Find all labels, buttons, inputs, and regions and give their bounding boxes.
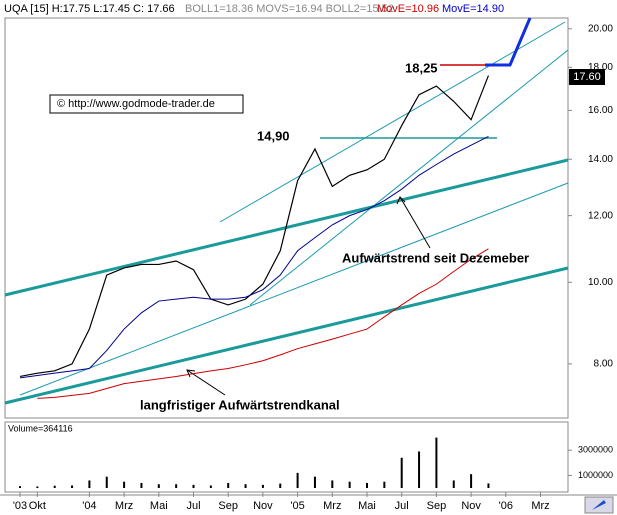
trend-lines — [4, 17, 569, 405]
volume-bar — [244, 484, 247, 488]
volume-bar — [313, 476, 316, 488]
header-boll: BOLL1=18.36 MOVS=16.94 BOLL2=15.52 — [185, 3, 394, 15]
y-tick-label: 3000000 — [578, 445, 613, 455]
header-move-blue: MovE=14.90 — [442, 3, 504, 15]
arrow — [399, 196, 431, 249]
last-price-box — [569, 69, 605, 85]
projection — [485, 17, 532, 67]
channel-lower — [4, 266, 569, 405]
volume-bar — [140, 482, 143, 488]
x-tick-label: Mrz — [323, 500, 341, 512]
volume-bar — [331, 480, 334, 488]
header-move-red: MovE=10.96 — [377, 3, 439, 15]
series-line — [37, 248, 489, 399]
trend-upper — [219, 21, 566, 223]
x-tick-label: Nov — [253, 500, 273, 512]
y-tick-label: 12.00 — [588, 210, 613, 221]
x-tick-label: Mrz — [115, 500, 133, 512]
y-tick-label: 1000000 — [578, 470, 613, 480]
x-tick-label: Nov — [461, 500, 481, 512]
volume-bar — [71, 485, 74, 488]
volume-bar — [123, 481, 126, 488]
annotation: 18,25 — [405, 60, 438, 75]
x-tick-label: Jul — [186, 500, 200, 512]
x-tick-label: Jul — [395, 500, 409, 512]
y-tick-label: 20.00 — [588, 23, 613, 34]
volume-bar — [487, 483, 490, 488]
copyright-box — [49, 94, 244, 114]
x-tick-label: Okt — [29, 500, 46, 512]
volume-panel — [4, 421, 569, 493]
x-tick-label: Mai — [150, 500, 168, 512]
series-line — [19, 75, 490, 378]
x-tick-label: '03 — [13, 500, 27, 512]
volume-title: Volume=364116 — [8, 423, 73, 433]
trend-mid — [19, 182, 569, 396]
arrow-head — [396, 196, 406, 205]
annotation: Aufwärtstrend seit Dezemeber — [342, 250, 529, 265]
volume-bar — [296, 472, 299, 488]
volume-bar — [53, 485, 56, 488]
volume-bar — [383, 481, 386, 488]
x-tick-label: Mai — [358, 500, 376, 512]
x-tick-label: Sep — [218, 500, 238, 512]
last-price: 17.60 — [573, 71, 601, 83]
x-tick-label: Sep — [427, 500, 447, 512]
y-tick-label: 18.00 — [588, 62, 613, 73]
header-symbol: UQA [15] H:17.75 L:17.45 C: 17.66 — [4, 3, 175, 15]
volume-bar — [366, 482, 368, 488]
volume-bar — [418, 451, 421, 488]
volume-bar — [400, 457, 403, 488]
x-tick-label: '04 — [82, 500, 96, 512]
x-tick-label: '06 — [499, 500, 513, 512]
volume-bar — [435, 437, 438, 488]
volume-bar — [348, 481, 351, 488]
x-tick-label: Mrz — [531, 500, 549, 512]
volume-bar — [88, 480, 91, 488]
volume-bar — [470, 474, 473, 488]
y-tick-label: 16.00 — [588, 105, 613, 116]
y-tick-label: 14.00 — [588, 154, 613, 165]
volume-bar — [209, 485, 212, 488]
annotation: langfristiger Aufwärtstrendkanal — [140, 397, 340, 412]
arrow — [186, 369, 226, 396]
trend-lower — [249, 49, 569, 306]
volume-bar — [175, 484, 178, 488]
volume-bar — [105, 476, 108, 488]
volume-bar — [36, 486, 39, 488]
volume-bar — [19, 486, 21, 488]
annotation: 14,90 — [257, 128, 290, 143]
main-panel — [4, 17, 569, 419]
series-line — [19, 136, 489, 379]
x-tick-label: '05 — [290, 500, 304, 512]
volume-bar — [227, 482, 230, 488]
volume-bar — [157, 484, 160, 488]
y-tick-label: 8.00 — [594, 359, 614, 370]
copyright: © http://www.godmode-trader.de — [57, 98, 215, 110]
icon — [592, 500, 606, 510]
volume-bar — [452, 480, 455, 488]
volume-bar — [261, 484, 264, 488]
volume-bar — [192, 484, 195, 488]
volume-bar — [279, 483, 282, 488]
y-tick-label: 10.00 — [588, 277, 613, 288]
